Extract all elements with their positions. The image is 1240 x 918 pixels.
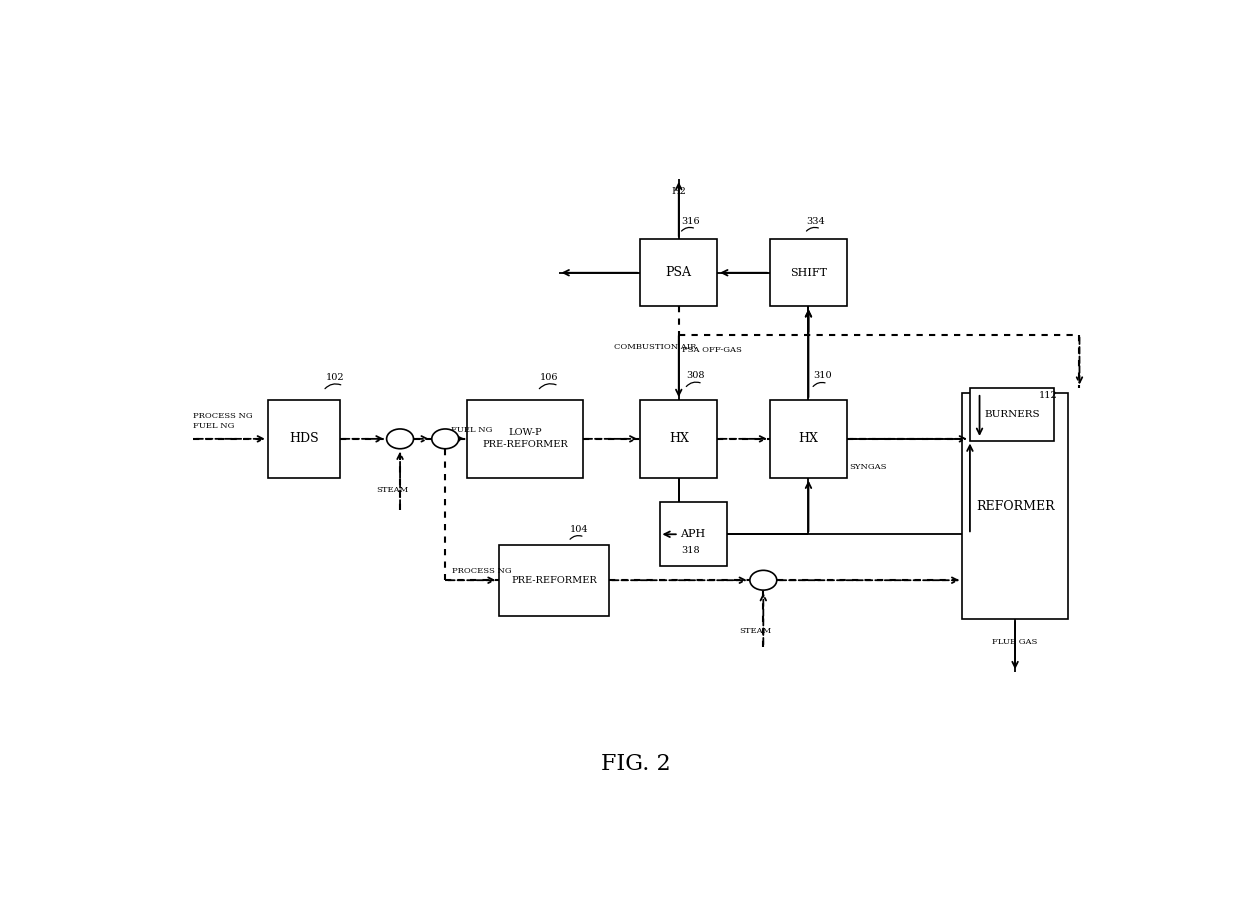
Bar: [962, 393, 1068, 619]
Text: FLUE GAS: FLUE GAS: [992, 638, 1038, 645]
Text: 316: 316: [682, 217, 701, 226]
Text: PROCESS NG
FUEL NG: PROCESS NG FUEL NG: [193, 412, 253, 430]
Text: SYNGAS: SYNGAS: [849, 463, 887, 471]
Bar: [498, 545, 609, 616]
Text: 310: 310: [813, 371, 832, 380]
Circle shape: [387, 429, 413, 449]
Text: 106: 106: [539, 374, 558, 382]
Text: REFORMER: REFORMER: [976, 499, 1054, 512]
Text: 104: 104: [570, 525, 589, 534]
Text: PROCESS NG: PROCESS NG: [451, 567, 512, 575]
Bar: [970, 387, 1054, 441]
Bar: [770, 400, 847, 477]
Text: 112: 112: [1039, 391, 1058, 400]
Text: 334: 334: [806, 217, 826, 226]
Text: HX: HX: [799, 432, 818, 445]
Text: STEAM: STEAM: [739, 627, 771, 635]
Circle shape: [750, 570, 776, 590]
Text: 308: 308: [687, 371, 704, 380]
Bar: [467, 400, 583, 477]
Text: LOW-P
PRE-REFORMER: LOW-P PRE-REFORMER: [482, 429, 568, 449]
Text: 102: 102: [326, 374, 345, 382]
Bar: [770, 240, 847, 307]
Text: PSA: PSA: [666, 266, 692, 279]
Bar: [660, 502, 727, 566]
Text: SHIFT: SHIFT: [790, 268, 827, 278]
Text: COMBUSTION AIR: COMBUSTION AIR: [614, 343, 696, 351]
Text: BURNERS: BURNERS: [985, 409, 1040, 419]
Text: FIG. 2: FIG. 2: [600, 753, 671, 775]
Text: HX: HX: [668, 432, 688, 445]
Text: FUEL NG: FUEL NG: [451, 426, 492, 433]
Text: PSA OFF-GAS: PSA OFF-GAS: [682, 346, 742, 354]
Bar: [640, 240, 717, 307]
Text: 318: 318: [682, 546, 701, 555]
Text: H2: H2: [671, 187, 686, 196]
Text: APH: APH: [681, 530, 706, 539]
Text: PRE-REFORMER: PRE-REFORMER: [511, 576, 596, 585]
Bar: [268, 400, 340, 477]
Text: STEAM: STEAM: [376, 486, 408, 494]
Circle shape: [432, 429, 459, 449]
Bar: [640, 400, 717, 477]
Text: HDS: HDS: [289, 432, 319, 445]
